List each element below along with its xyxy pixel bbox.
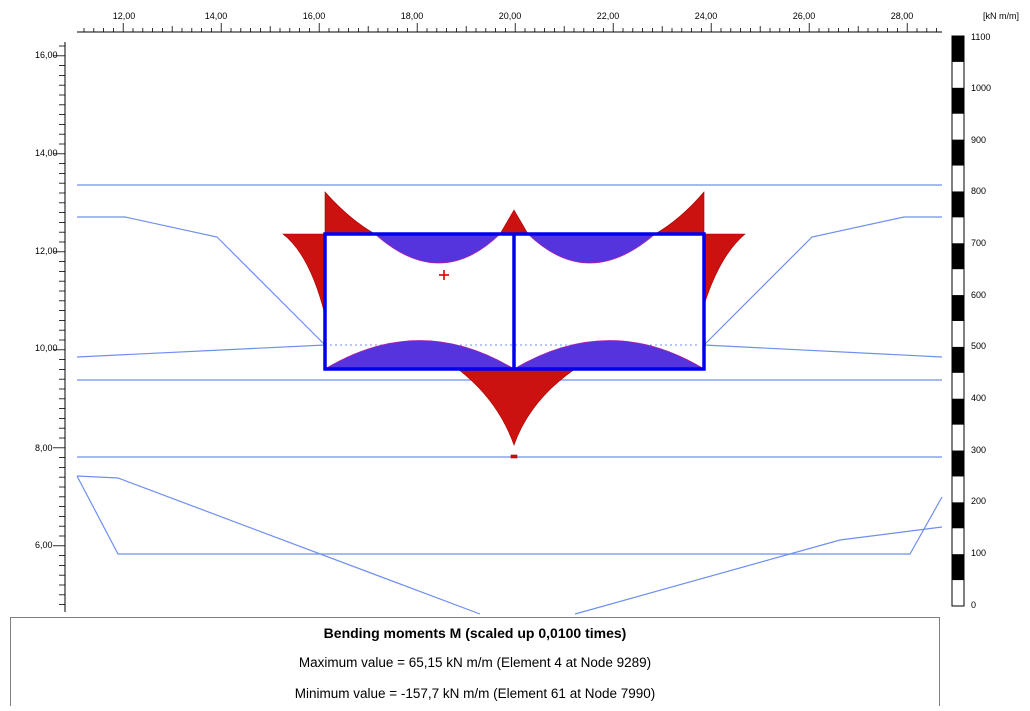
x-tick-label: 24,00 (695, 11, 718, 21)
x-tick-label: 22,00 (597, 11, 620, 21)
excavation-slope-right (703, 216, 942, 346)
max-value-marker (439, 270, 449, 280)
scale-block (952, 243, 964, 270)
scale-label: 300 (971, 445, 986, 455)
scale-label: 700 (971, 238, 986, 248)
soil-layer-right (703, 344, 943, 358)
x-ruler: 12,00 14,00 16,00 18,00 20,00 22,00 24,0… (77, 11, 942, 33)
moment-fill-positive (323, 340, 516, 370)
scale-block (952, 502, 964, 529)
scale-label: 400 (971, 393, 986, 403)
moment-fill-negative (703, 233, 746, 306)
moment-fill-positive (512, 340, 706, 370)
x-tick-label: 26,00 (793, 11, 816, 21)
scale-label: 800 (971, 186, 986, 196)
scale-block (952, 346, 964, 373)
max-value-text: Maximum value = 65,15 kN m/m (Element 4 … (298, 655, 652, 670)
scale-unit-label: [kN m/m] (983, 11, 1019, 21)
negative-moment-diagram (282, 191, 746, 459)
y-ruler-minor-ticks (53, 45, 65, 605)
result-info-box: Bending moments M (scaled up 0,0100 time… (10, 617, 940, 706)
scale-label: 600 (971, 290, 986, 300)
moment-fill-negative (653, 191, 705, 235)
x-tick-label: 16,00 (303, 11, 326, 21)
y-tick-label: 8,00 (35, 443, 53, 453)
scale-block (952, 295, 964, 321)
scale-block (952, 36, 964, 62)
scale-label: 100 (971, 548, 986, 558)
scale-label: 500 (971, 341, 986, 351)
min-value-text: Minimum value = -157,7 kN m/m (Element 6… (294, 686, 656, 701)
result-title: Bending moments M (scaled up 0,0100 time… (323, 625, 627, 641)
moment-fill-negative (282, 233, 326, 316)
min-value-marker (510, 454, 518, 459)
color-scale-bar: 1100 1000 900 800 700 600 500 400 300 20… (951, 32, 991, 610)
y-tick-label: 14,00 (35, 148, 58, 158)
scale-block (952, 554, 964, 581)
moment-fill-negative (324, 191, 377, 235)
x-tick-label: 14,00 (205, 11, 228, 21)
scale-label: 0 (971, 600, 976, 610)
scale-label: 900 (971, 135, 986, 145)
x-tick-label: 18,00 (401, 11, 424, 21)
scale-block (952, 87, 964, 114)
scale-block (952, 191, 964, 218)
x-tick-label: 12,00 (113, 11, 136, 21)
scale-blocks (952, 36, 964, 581)
y-tick-label: 6,00 (35, 540, 53, 550)
soil-layer-left (76, 344, 326, 358)
positive-moment-diagram (323, 233, 706, 370)
moment-fill-negative (499, 209, 529, 235)
scale-label: 1100 (971, 32, 990, 42)
scale-block (952, 398, 964, 425)
structure-frame[interactable] (323, 232, 706, 371)
moment-fill-positive (373, 233, 501, 264)
moment-fill-positive (527, 233, 657, 264)
excavation-slope-left (77, 216, 326, 346)
y-ruler: 16,00 14,00 12,00 10,00 8,00 6,00 (35, 42, 66, 612)
scale-label: 1000 (971, 83, 991, 93)
y-tick-label: 10,00 (35, 343, 58, 353)
scale-block (952, 139, 964, 166)
soil-layer-bottom (76, 475, 943, 555)
y-tick-label: 12,00 (35, 246, 58, 256)
soil-layer-lower-left (76, 475, 481, 615)
x-tick-label: 20,00 (499, 11, 522, 21)
x-ruler-minor-ticks (83, 23, 937, 32)
x-tick-label: 28,00 (891, 11, 914, 21)
scale-block (952, 450, 964, 477)
y-tick-label: 16,00 (35, 50, 58, 60)
soil-layer-lower-right (574, 526, 943, 615)
moment-fill-negative (457, 368, 576, 446)
scale-label: 200 (971, 496, 986, 506)
